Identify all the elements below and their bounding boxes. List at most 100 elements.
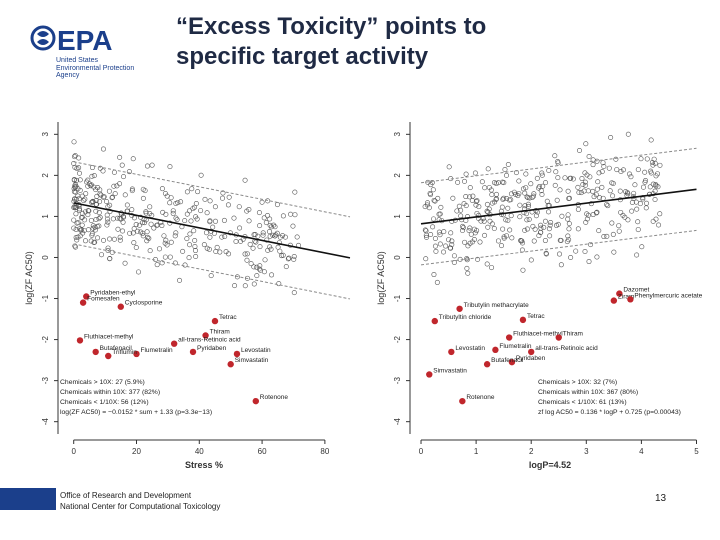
background-point — [610, 193, 616, 199]
background-point — [71, 189, 77, 195]
y-tick-label: 3 — [41, 132, 50, 137]
background-point — [433, 248, 439, 254]
x-tick-label: 60 — [258, 447, 267, 456]
background-point — [568, 175, 574, 181]
background-point — [214, 244, 220, 250]
background-point — [72, 164, 78, 170]
background-point — [568, 255, 574, 261]
background-point — [543, 180, 549, 186]
background-point — [282, 234, 288, 240]
background-point — [105, 204, 111, 210]
background-point — [546, 167, 552, 173]
background-point — [234, 274, 240, 280]
background-point — [104, 222, 110, 228]
background-point — [558, 262, 564, 268]
background-point — [161, 233, 167, 239]
background-point — [231, 215, 237, 221]
point-label: Tributylin methacrylate — [464, 302, 530, 309]
background-point — [506, 197, 512, 203]
labeled-point — [528, 348, 535, 356]
x-tick-label: 40 — [195, 447, 204, 456]
background-point — [565, 212, 571, 218]
background-point — [524, 194, 530, 200]
background-point — [596, 228, 602, 234]
background-point — [557, 187, 563, 193]
background-point — [523, 171, 529, 177]
background-point — [154, 222, 160, 228]
background-point — [147, 204, 153, 210]
slide-title-line: “Excess Toxicity” points to — [176, 13, 487, 40]
background-point — [99, 252, 105, 258]
background-point — [430, 187, 436, 193]
background-point — [464, 257, 470, 263]
footer-accent-bar — [0, 488, 56, 510]
background-point — [474, 228, 480, 234]
background-point — [548, 219, 554, 225]
background-point — [565, 188, 571, 194]
background-point — [635, 167, 641, 173]
background-point — [72, 244, 78, 250]
labeled-point — [76, 337, 84, 344]
background-point — [473, 198, 479, 204]
background-point — [432, 198, 438, 204]
labeled-point — [616, 290, 623, 297]
y-axis-label: log(ZF AC50) — [376, 251, 386, 305]
background-point — [187, 231, 193, 237]
background-point — [449, 238, 455, 244]
background-point — [246, 218, 252, 224]
background-point — [112, 191, 118, 197]
background-point — [207, 234, 213, 240]
background-point — [484, 261, 490, 267]
background-point — [518, 238, 524, 244]
background-point — [505, 205, 511, 211]
background-point — [162, 190, 168, 196]
background-point — [559, 213, 565, 219]
background-point — [242, 283, 248, 289]
background-point — [616, 223, 622, 229]
background-point — [558, 237, 564, 243]
background-point — [91, 173, 97, 179]
background-point — [469, 239, 475, 245]
point-label: Tributyltin chloride — [439, 314, 492, 321]
background-point — [448, 230, 454, 236]
background-point — [629, 208, 635, 214]
y-tick-label: 3 — [393, 132, 402, 137]
background-point — [236, 204, 242, 210]
background-point — [652, 197, 658, 203]
background-point — [130, 230, 136, 236]
background-point — [642, 169, 648, 175]
y-tick-label: 0 — [41, 255, 50, 260]
background-point — [504, 172, 510, 178]
background-point — [186, 255, 192, 261]
background-point — [75, 234, 81, 240]
background-point — [578, 190, 584, 196]
background-point — [544, 198, 550, 204]
point-label: Thiram — [563, 331, 583, 338]
labeled-point — [83, 293, 90, 300]
background-point — [590, 162, 596, 168]
background-point — [104, 216, 110, 222]
background-point — [656, 222, 662, 228]
background-point — [212, 204, 218, 210]
x-tick-label: 20 — [132, 447, 141, 456]
background-point — [542, 218, 548, 224]
background-point — [591, 194, 597, 200]
background-point — [276, 281, 282, 287]
background-point — [121, 214, 127, 220]
background-point — [484, 208, 490, 214]
background-point — [96, 216, 102, 222]
background-point — [606, 165, 612, 171]
background-point — [635, 227, 641, 233]
background-point — [456, 203, 462, 209]
background-point — [225, 202, 231, 208]
background-point — [268, 246, 274, 252]
background-point — [465, 214, 471, 220]
background-point — [210, 224, 216, 230]
background-point — [651, 156, 657, 162]
background-point — [117, 181, 123, 187]
background-point — [540, 183, 546, 189]
point-label: Pyridaben — [516, 355, 546, 362]
logo-subtitle-line: Agency — [56, 72, 80, 79]
background-point — [532, 226, 538, 232]
background-point — [129, 188, 135, 194]
